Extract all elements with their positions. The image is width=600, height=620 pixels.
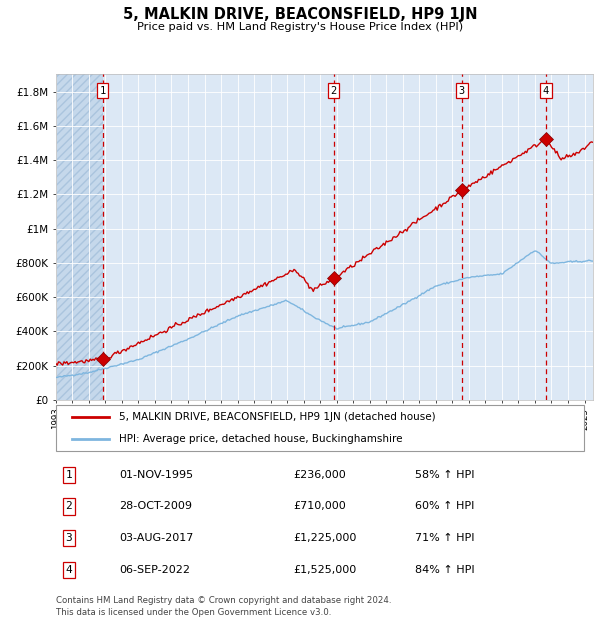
- Text: 28-OCT-2009: 28-OCT-2009: [119, 502, 192, 512]
- Text: 2: 2: [65, 502, 73, 512]
- Text: 06-SEP-2022: 06-SEP-2022: [119, 565, 190, 575]
- Text: 1: 1: [100, 86, 106, 96]
- Text: 3: 3: [65, 533, 73, 543]
- Text: Price paid vs. HM Land Registry's House Price Index (HPI): Price paid vs. HM Land Registry's House …: [137, 22, 463, 32]
- Text: £710,000: £710,000: [293, 502, 346, 512]
- FancyBboxPatch shape: [56, 405, 584, 451]
- Text: 4: 4: [543, 86, 549, 96]
- Text: 58% ↑ HPI: 58% ↑ HPI: [415, 470, 475, 480]
- Text: £1,525,000: £1,525,000: [293, 565, 356, 575]
- Text: 1: 1: [65, 470, 73, 480]
- Text: £1,225,000: £1,225,000: [293, 533, 357, 543]
- Text: Contains HM Land Registry data © Crown copyright and database right 2024.: Contains HM Land Registry data © Crown c…: [56, 596, 391, 606]
- Text: £236,000: £236,000: [293, 470, 346, 480]
- Text: 71% ↑ HPI: 71% ↑ HPI: [415, 533, 475, 543]
- Text: HPI: Average price, detached house, Buckinghamshire: HPI: Average price, detached house, Buck…: [119, 434, 403, 444]
- Bar: [56, 74, 103, 400]
- Text: 4: 4: [65, 565, 73, 575]
- Text: 03-AUG-2017: 03-AUG-2017: [119, 533, 194, 543]
- Text: 5, MALKIN DRIVE, BEACONSFIELD, HP9 1JN: 5, MALKIN DRIVE, BEACONSFIELD, HP9 1JN: [123, 7, 477, 22]
- Text: 5, MALKIN DRIVE, BEACONSFIELD, HP9 1JN (detached house): 5, MALKIN DRIVE, BEACONSFIELD, HP9 1JN (…: [119, 412, 436, 422]
- Text: 84% ↑ HPI: 84% ↑ HPI: [415, 565, 475, 575]
- Text: This data is licensed under the Open Government Licence v3.0.: This data is licensed under the Open Gov…: [56, 608, 331, 617]
- Text: 60% ↑ HPI: 60% ↑ HPI: [415, 502, 474, 512]
- Text: 2: 2: [331, 86, 337, 96]
- Text: 3: 3: [459, 86, 465, 96]
- Text: 01-NOV-1995: 01-NOV-1995: [119, 470, 193, 480]
